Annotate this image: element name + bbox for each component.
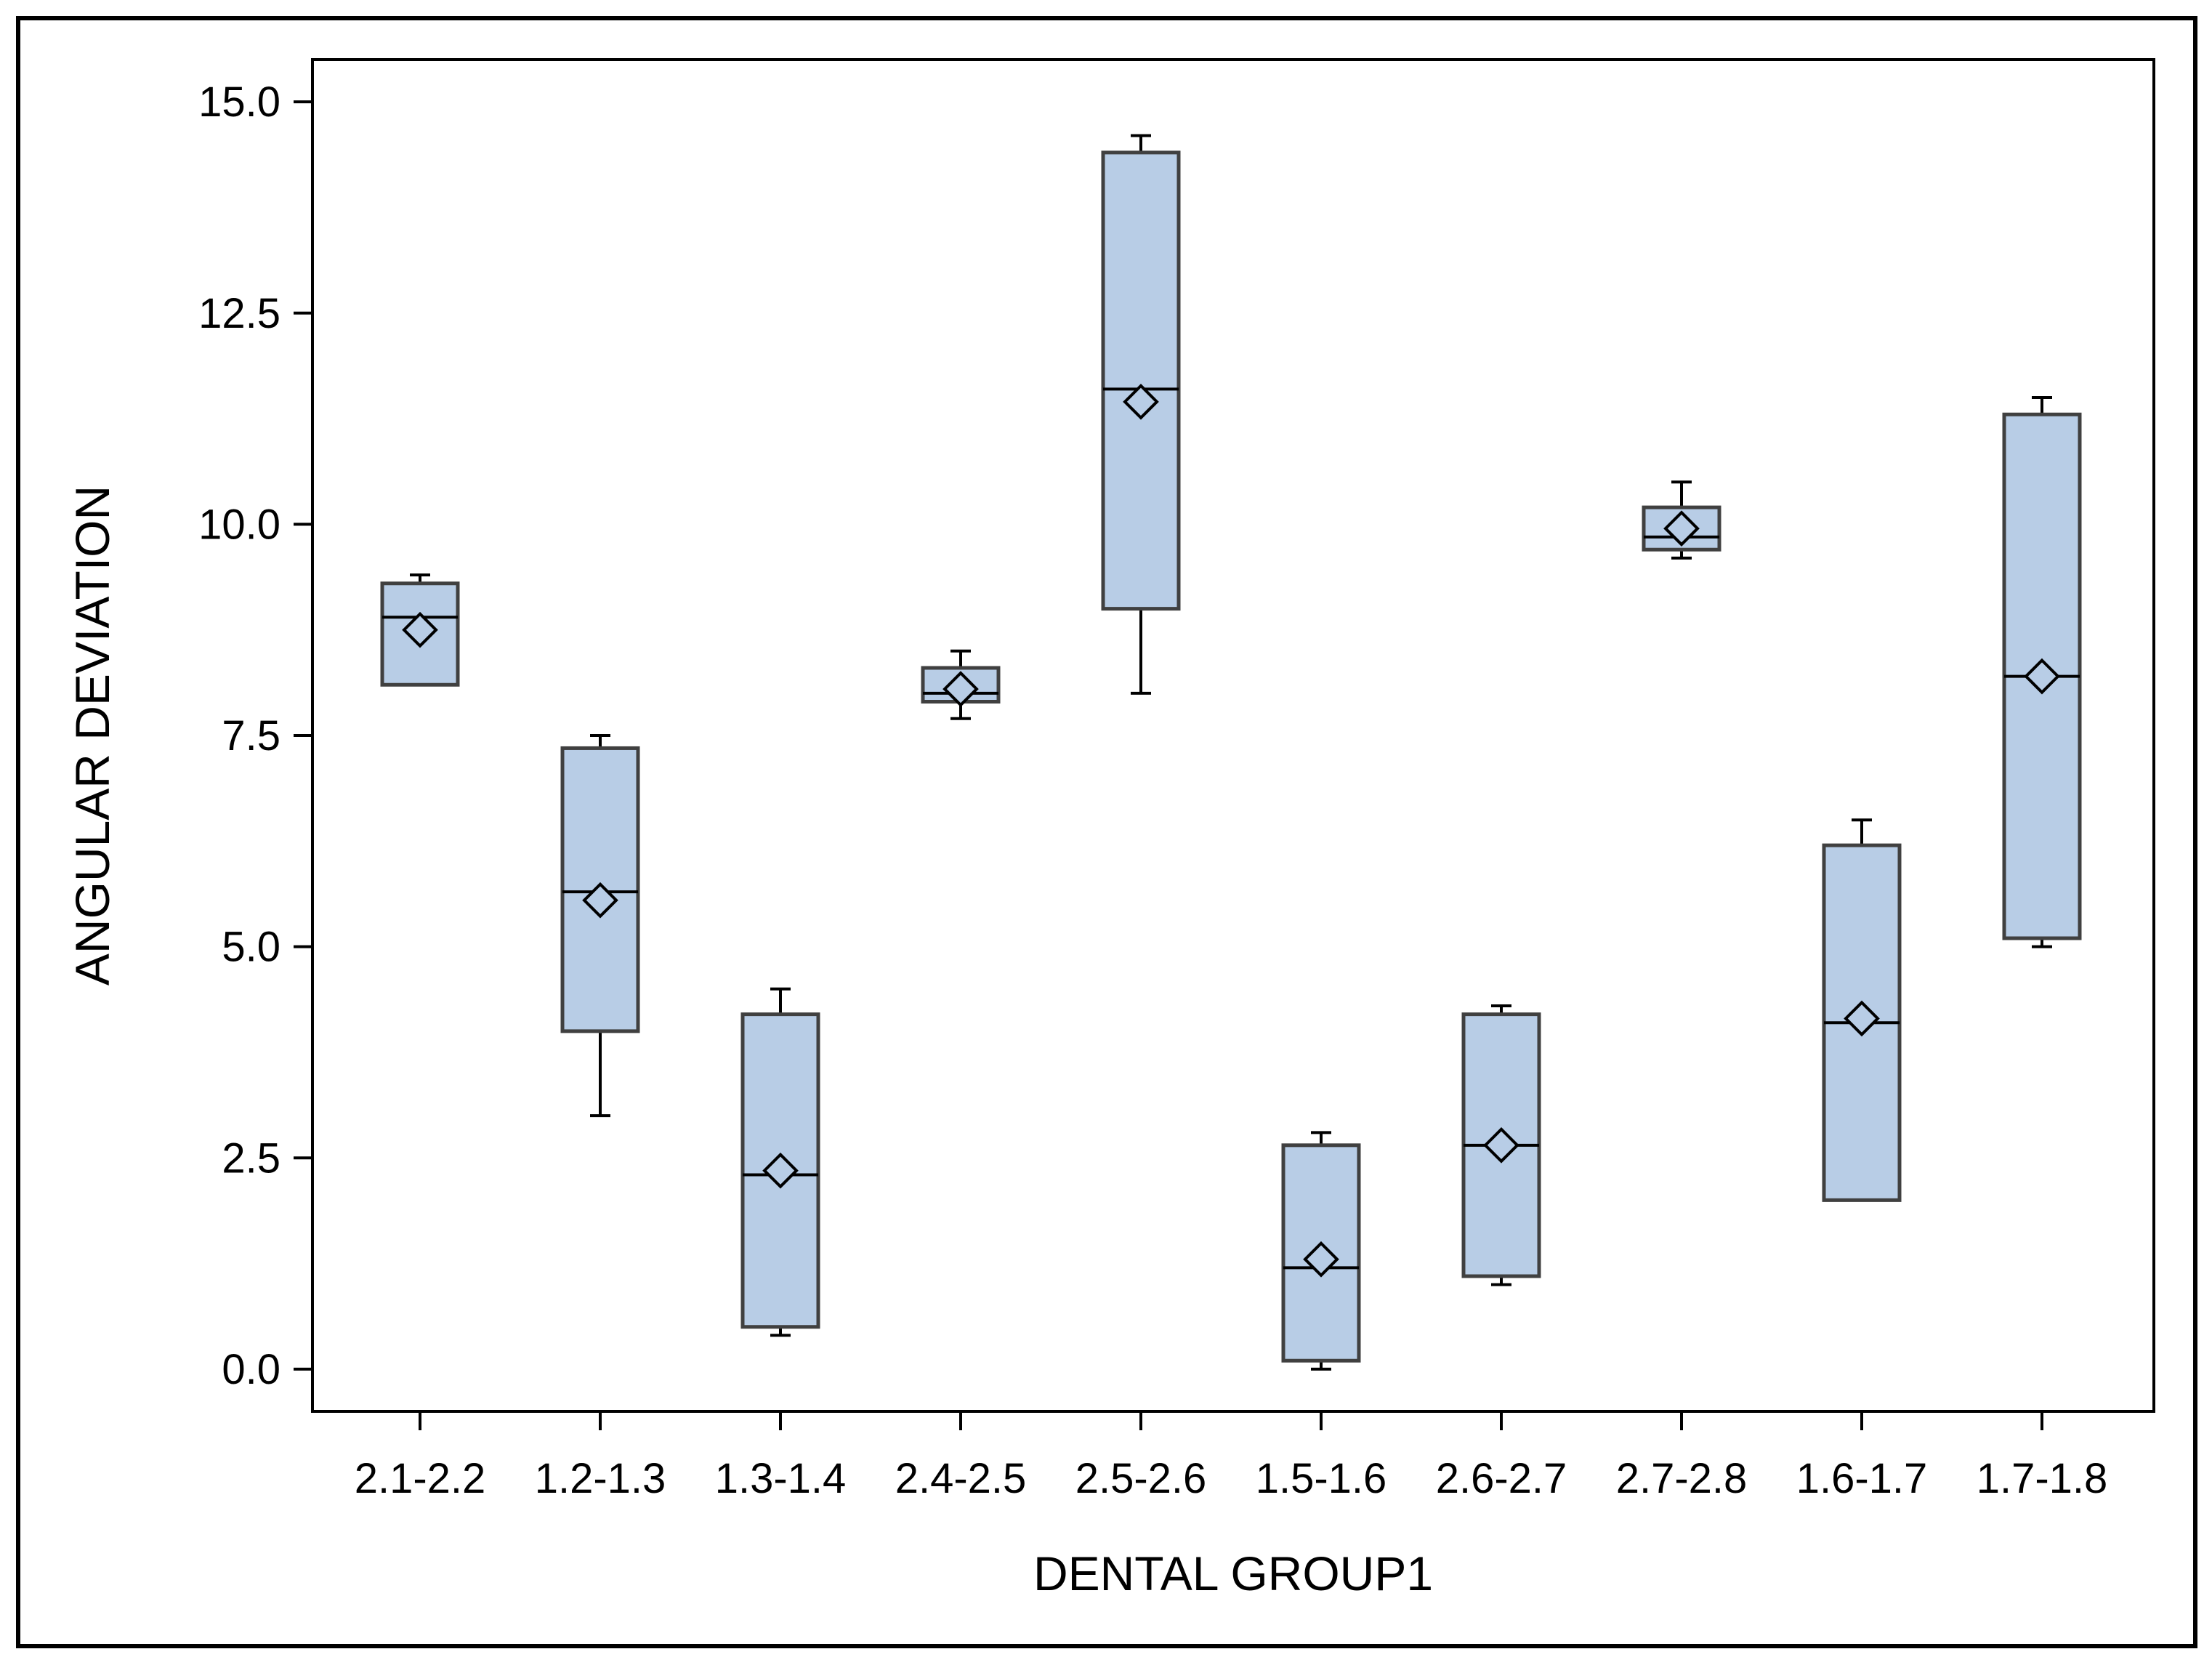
x-tick-label: 2.6-2.7 <box>1436 1455 1567 1502</box>
x-tick-label: 2.5-2.6 <box>1075 1455 1207 1502</box>
x-axis: 2.1-2.2 1.2-1.3 1.3-1.4 2.4-2.5 2.5-2.6 1.5-1… <box>355 1411 2108 1502</box>
x-axis-title: DENTAL GROUP1 <box>1033 1547 1433 1600</box>
iqr-box <box>1101 150 1181 611</box>
x-tick-label: 1.3-1.4 <box>715 1455 847 1502</box>
mean-marker <box>1483 1126 1519 1164</box>
box-1.2-1.3 <box>560 734 640 1118</box>
y-axis-title: ANGULAR DEVIATION <box>65 485 119 985</box>
box-1.6-1.7 <box>1822 818 1902 1202</box>
x-tick-label: 1.2-1.3 <box>535 1455 666 1502</box>
plot-area <box>311 58 2155 1413</box>
box-1.3-1.4 <box>740 987 820 1337</box>
mean-marker <box>2024 658 2060 695</box>
mean-marker <box>582 882 618 919</box>
mean-marker <box>1303 1241 1339 1278</box>
mean-marker <box>402 611 438 648</box>
box-2.7-2.8 <box>1642 480 1721 560</box>
y-axis: 0.0 2.5 5.0 7.5 10.0 12.5 15.0 <box>198 78 312 1393</box>
box-1.7-1.8 <box>2002 396 2082 948</box>
box-series <box>380 134 2082 1371</box>
mean-marker <box>1844 1000 1880 1037</box>
x-tick-label: 1.7-1.8 <box>1977 1455 2108 1502</box>
box-2.4-2.5 <box>921 649 1001 720</box>
box-1.5-1.6 <box>1281 1131 1361 1371</box>
mean-marker <box>942 671 979 707</box>
x-tick-label: 2.7-2.8 <box>1616 1455 1748 1502</box>
y-tick-label: 15.0 <box>198 78 280 126</box>
x-tick-label: 1.6-1.7 <box>1796 1455 1928 1502</box>
mean-marker <box>1663 510 1700 547</box>
mean-marker <box>1123 383 1159 420</box>
box-2.6-2.7 <box>1461 1004 1541 1286</box>
y-tick-label: 10.0 <box>198 501 280 548</box>
mean-marker <box>762 1152 799 1189</box>
box-2.5-2.6 <box>1101 134 1181 695</box>
y-tick-label: 7.5 <box>222 712 280 759</box>
y-tick-label: 2.5 <box>222 1134 280 1182</box>
x-tick-label: 2.4-2.5 <box>895 1455 1027 1502</box>
x-tick-label: 1.5-1.6 <box>1256 1455 1387 1502</box>
x-tick-label: 2.1-2.2 <box>355 1455 486 1502</box>
y-tick-label: 12.5 <box>198 290 280 337</box>
y-tick-label: 0.0 <box>222 1346 280 1393</box>
y-tick-label: 5.0 <box>222 924 280 971</box>
box-2.1-2.2 <box>380 573 460 687</box>
